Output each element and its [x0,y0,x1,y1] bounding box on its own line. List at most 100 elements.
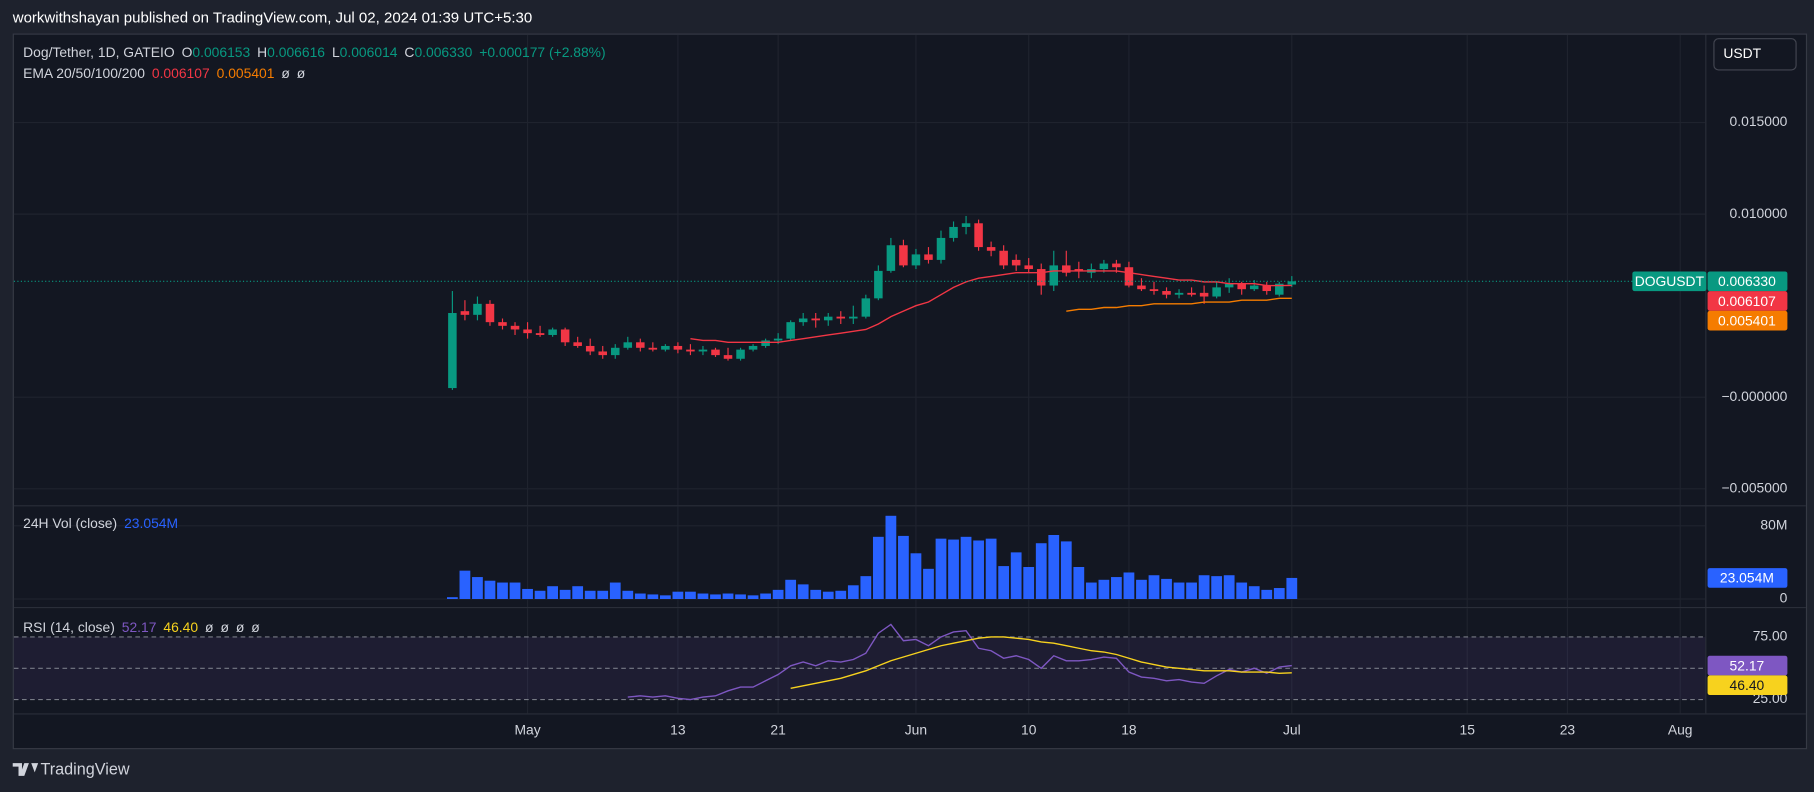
currency-button[interactable]: USDT [1713,38,1797,71]
grid-layer [13,34,1706,714]
volume-bar [797,584,809,600]
volume-bar [1261,589,1273,600]
chart-frame [12,33,1808,750]
candle-body [1149,289,1159,292]
y-tick-label: 75.00 [1753,628,1788,644]
candle-body [1074,269,1084,271]
candle-body [598,351,607,356]
candle-body [1049,265,1059,286]
candle-body [1224,283,1234,288]
volume-value: 23.054M [124,514,178,530]
volume-bar [722,593,734,600]
candle-body [874,270,883,299]
axis-value-label: 46.40 [1730,677,1765,693]
axis-value-label: 23.054M [1720,570,1774,586]
candle-body [1262,285,1272,292]
candle-body [1174,292,1184,295]
volume-bar [1198,575,1210,600]
labels-layer: May 13 21 Jun 10 18 Jul 15 23 Aug 0.015000 0.010000… [23,44,1788,738]
volume-bar [522,588,533,600]
x-tick-label: 15 [1459,721,1475,737]
y-tick-label: −0.000000 [1721,388,1787,404]
volume-title: 24H Vol (close) [23,514,117,530]
volume-bar [960,536,972,600]
rsi-empty: ø [251,618,260,634]
x-tick-label: 21 [770,721,786,737]
volume-bar [446,597,458,600]
candle-body [1137,285,1146,290]
candle-body [1199,292,1209,297]
legend-key: H [257,44,267,60]
volume-bar [572,586,584,600]
volume-bar [760,593,771,600]
candle-body [636,342,645,348]
candle-body [523,329,532,334]
volume-bar [622,590,634,600]
candle-body [1187,292,1196,295]
currency-button-frame[interactable] [1713,38,1797,71]
axis-value-label: 52.17 [1730,657,1765,673]
candle-body [623,342,633,348]
candle-body [1024,265,1033,270]
rsi-legend: RSI (14, close) 52.17 46.40 ø ø ø ø [23,618,260,634]
indicator-value: 0.005401 [217,65,275,81]
candle-body [560,329,570,343]
volume-bar [1286,577,1298,600]
rsi-line [790,636,1292,690]
candle-body [698,349,708,352]
volume-bar [735,594,746,600]
candle-body [811,318,820,321]
volume-bar [872,536,884,600]
currency-label[interactable]: USDT [1723,45,1761,61]
marks-layer [13,215,1706,701]
volume-bar [898,535,909,600]
legend-key: L [332,44,340,60]
axis-value-box [1707,655,1788,676]
x-tick-label: Aug [1668,721,1693,737]
publisher-line: workwithshayan published on TradingView.… [12,9,532,26]
volume-bar [672,591,684,600]
volume-bar [697,593,709,600]
indicator-title: EMA 20/50/100/200 [23,65,145,81]
volume-bar [1123,572,1135,600]
volume-bar [634,593,646,600]
volume-bar [1010,552,1022,600]
rsi-line [627,623,1292,701]
volume-bar [1211,576,1223,600]
volume-bar [810,589,822,600]
rsi-empty: ø [236,618,245,634]
volume-bar [910,553,922,600]
volume-bar [484,580,496,600]
candle-body [686,349,695,352]
candle-body [1162,291,1171,295]
volume-bar [597,590,609,600]
legend-key: C [404,44,414,60]
candle-body [823,316,833,321]
volume-bar [534,590,546,600]
candle-body [1287,281,1297,285]
candle-body [748,345,758,350]
candle-body [1212,287,1221,297]
volume-bar [1098,579,1110,600]
volume-bar [747,595,759,600]
candle-body [1036,269,1046,286]
volume-bar [1085,582,1097,600]
volume-bar [923,568,934,600]
candle-body [949,226,958,238]
indicator-empty: ø [281,65,290,81]
volume-bar [1223,575,1235,600]
candle-body [1011,259,1021,266]
candle-body [861,298,871,317]
volume-bar [547,586,559,600]
candle-body [648,347,658,350]
volume-bar [860,576,872,600]
candle-body [961,223,971,227]
candle-body [510,325,520,330]
rsi-empty: ø [220,618,229,634]
y-tick-label: 80M [1760,517,1787,533]
candle-body [498,322,507,326]
volume-bar [559,589,571,600]
axis-value-box [1707,291,1788,311]
volume-bar [785,579,797,600]
